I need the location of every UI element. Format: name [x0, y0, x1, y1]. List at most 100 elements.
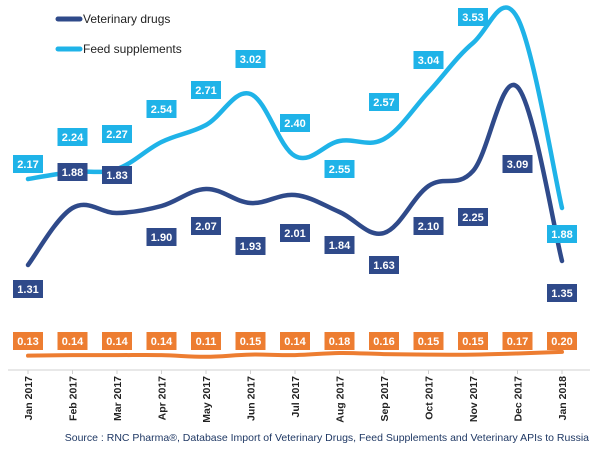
data-label-s1-13: 1.35 [547, 284, 577, 302]
data-label-box [280, 114, 310, 132]
data-label-box [458, 208, 488, 226]
data-label-text: 0.15 [418, 336, 439, 348]
data-label-box [502, 332, 533, 350]
data-label-s3-11: 0.15 [458, 332, 488, 350]
x-tick-label: Jul 2017 [290, 376, 302, 418]
data-label-text: 0.18 [329, 336, 350, 348]
data-label-box [102, 125, 132, 143]
source-note: Source : RNC Pharma®, Database Import of… [64, 432, 589, 444]
legend-label-1: Veterinary drugs [83, 12, 170, 26]
data-label-box [191, 217, 221, 235]
data-label-text: 1.35 [551, 288, 572, 300]
data-label-text: 0.16 [373, 336, 394, 348]
data-label-text: 2.07 [195, 221, 216, 233]
data-label-text: 1.83 [106, 170, 127, 182]
x-tick-label: Jan 2018 [557, 376, 569, 421]
data-label-box [102, 332, 132, 350]
x-tick-label: Aug 2017 [335, 376, 347, 423]
data-label-box [13, 155, 43, 173]
data-label-box [146, 100, 177, 118]
data-label-s1-2: 1.88 [57, 163, 88, 181]
data-label-s1-5: 2.07 [191, 217, 221, 235]
data-label-text: 3.53 [462, 12, 483, 24]
legend-label-2: Feed supplements [83, 42, 182, 56]
data-label-box [13, 280, 43, 298]
legend: Veterinary drugs Feed supplements [55, 12, 182, 56]
data-label-text: 2.57 [373, 97, 394, 109]
data-label-text: 2.01 [284, 228, 305, 240]
data-label-box [547, 332, 577, 350]
data-label-text: 0.11 [196, 336, 217, 348]
data-label-text: 0.15 [240, 336, 261, 348]
data-label-s2-8: 2.55 [324, 160, 355, 178]
data-label-s2-1: 2.17 [13, 155, 43, 173]
data-label-box [146, 228, 177, 246]
data-label-text: 0.14 [62, 336, 84, 348]
x-tick-label: Mar 2017 [112, 376, 124, 421]
data-label-s3-13: 0.20 [547, 332, 577, 350]
data-label-s3-5: 0.11 [191, 332, 221, 350]
data-label-text: 0.17 [507, 336, 528, 348]
data-label-box [413, 51, 444, 69]
data-label-layer: 1.31 1.88 1.83 1.90 2.07 1.93 2.01 1.84 1.63 2.10… [13, 8, 577, 350]
x-tick-label: May 2017 [201, 376, 213, 423]
series-line-2 [25, 5, 565, 211]
data-label-text: 2.17 [17, 159, 38, 171]
data-label-s1-12: 3.09 [502, 155, 533, 173]
data-label-s3-3: 0.14 [102, 332, 132, 350]
data-label-text: 0.14 [151, 336, 173, 348]
data-label-text: 0.13 [17, 336, 38, 348]
data-label-text: 1.90 [151, 232, 172, 244]
data-label-text: 2.27 [106, 129, 127, 141]
x-tick-label: Jan 2017 [23, 376, 35, 421]
x-tick-label: Nov 2017 [468, 376, 480, 422]
data-label-text: 2.71 [195, 85, 216, 97]
data-label-box [57, 163, 88, 181]
data-label-box [547, 284, 577, 302]
data-label-box [235, 332, 266, 350]
series-line-1 [25, 82, 565, 268]
data-label-box [146, 332, 177, 350]
data-label-s3-6: 0.15 [235, 332, 266, 350]
data-label-s2-5: 2.71 [191, 81, 221, 99]
data-label-s3-10: 0.15 [413, 332, 444, 350]
x-tick-label: Jun 2017 [246, 376, 258, 421]
data-label-text: 3.09 [507, 159, 528, 171]
data-label-text: 0.15 [462, 336, 483, 348]
data-label-s2-9: 2.57 [369, 93, 399, 111]
data-label-box [235, 237, 266, 255]
data-label-box [458, 332, 488, 350]
data-label-s2-11: 3.53 [458, 8, 488, 26]
data-label-s3-9: 0.16 [369, 332, 399, 350]
data-label-s2-7: 2.40 [280, 114, 310, 132]
data-label-text: 3.02 [240, 54, 261, 66]
x-tick-label: Sep 2017 [379, 376, 391, 422]
data-label-box [57, 332, 88, 350]
data-label-text: 1.31 [17, 284, 38, 296]
data-label-text: 1.88 [62, 167, 83, 179]
data-label-s3-12: 0.17 [502, 332, 533, 350]
data-label-text: 1.63 [373, 260, 394, 272]
data-label-s1-11: 2.25 [458, 208, 488, 226]
data-label-box [369, 256, 399, 274]
data-label-s2-2: 2.24 [57, 128, 88, 146]
line-chart: Veterinary drugs Feed supplements 1.31 1.8… [8, 5, 590, 423]
series-line-3 [26, 349, 564, 359]
data-label-s1-8: 1.84 [324, 236, 355, 254]
data-label-text: 2.25 [462, 212, 483, 224]
data-label-box [235, 50, 266, 68]
data-label-s2-13: 1.88 [547, 225, 577, 243]
data-label-text: 1.84 [329, 240, 351, 252]
x-axis: Jan 2017 Feb 2017 Mar 2017 Apr 2017 May 2017… [23, 370, 569, 423]
data-label-text: 2.54 [151, 104, 173, 116]
data-label-box [413, 217, 444, 235]
data-label-box [369, 332, 399, 350]
data-label-text: 0.14 [106, 336, 128, 348]
data-label-s1-1: 1.31 [13, 280, 43, 298]
data-label-box [547, 225, 577, 243]
data-label-s2-6: 3.02 [235, 50, 266, 68]
data-label-box [191, 81, 221, 99]
data-label-text: 0.14 [284, 336, 306, 348]
data-label-text: 2.55 [329, 164, 350, 176]
data-label-text: 2.24 [62, 132, 84, 144]
